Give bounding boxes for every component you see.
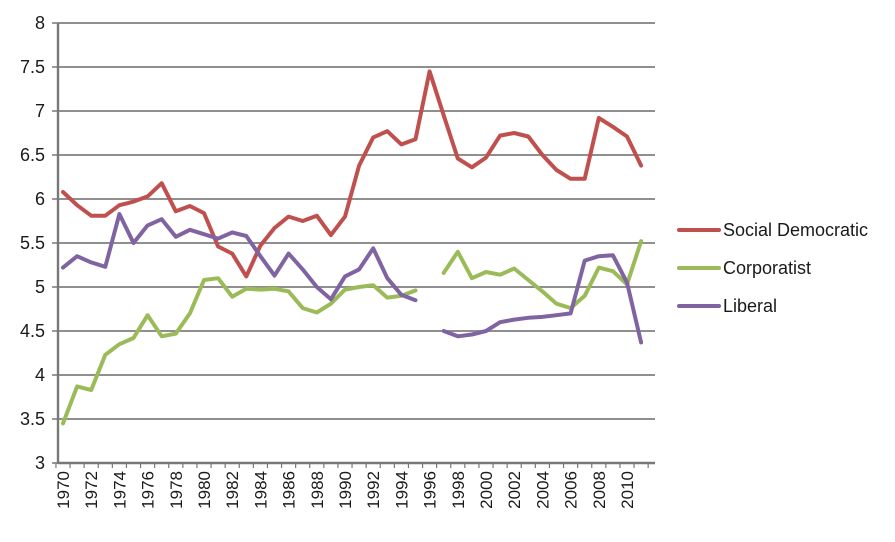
- x-axis-label-2008: 2008: [590, 471, 609, 509]
- x-axis-label-2010: 2010: [618, 471, 637, 509]
- x-axis-label-1996: 1996: [421, 471, 440, 509]
- series-line-liberal: [441, 253, 644, 345]
- y-axis-label-6: 6: [35, 189, 45, 209]
- x-axis-label-1978: 1978: [167, 471, 186, 509]
- x-axis-label-1982: 1982: [223, 471, 242, 509]
- series-line-liberal: [61, 212, 418, 303]
- x-axis-label-1988: 1988: [308, 471, 327, 509]
- x-axis-label-1990: 1990: [336, 471, 355, 509]
- series-line-social-democratic: [61, 69, 644, 279]
- y-axis-label-7: 7: [35, 101, 45, 121]
- y-axis-label-4.5: 4.5: [20, 321, 45, 341]
- series-line-corporatist: [61, 276, 418, 426]
- x-axis-label-1984: 1984: [251, 471, 270, 509]
- y-axis-label-8: 8: [35, 13, 45, 33]
- x-axis-label-1992: 1992: [364, 471, 383, 509]
- x-axis-label-2004: 2004: [533, 471, 552, 509]
- legend-label-corporatist: Corporatist: [723, 257, 812, 278]
- x-axis-label-1994: 1994: [392, 471, 411, 509]
- x-axis-label-2006: 2006: [562, 471, 581, 509]
- x-axis-label-1974: 1974: [110, 471, 129, 509]
- y-axis-label-5: 5: [35, 277, 45, 297]
- x-axis-label-1970: 1970: [54, 471, 73, 509]
- legend-item-corporatist: Corporatist: [677, 257, 811, 279]
- legend-swatch-corporatist: [677, 266, 721, 270]
- legend-label-liberal: Liberal: [723, 295, 778, 316]
- y-axis-label-4: 4: [35, 365, 45, 385]
- legend-label-social-democratic: Social Democratic: [723, 219, 869, 240]
- y-axis-label-3: 3: [35, 453, 45, 473]
- x-axis-label-2002: 2002: [505, 471, 524, 509]
- legend-swatch-liberal: [677, 304, 721, 308]
- x-axis-label-1980: 1980: [195, 471, 214, 509]
- x-axis-label-2000: 2000: [477, 471, 496, 509]
- y-axis-label-6.5: 6.5: [20, 145, 45, 165]
- y-axis-label-3.5: 3.5: [20, 409, 45, 429]
- y-axis-label-7.5: 7.5: [20, 57, 45, 77]
- y-axis-label-5.5: 5.5: [20, 233, 45, 253]
- x-axis-label-1972: 1972: [82, 471, 101, 509]
- legend-item-liberal: Liberal: [677, 295, 777, 317]
- x-axis-label-1976: 1976: [139, 471, 158, 509]
- series-line-corporatist: [441, 239, 644, 311]
- x-axis-label-1986: 1986: [280, 471, 299, 509]
- legend-item-social-democratic: Social Democratic: [677, 219, 868, 241]
- x-axis-label-1998: 1998: [449, 471, 468, 509]
- legend-swatch-social-democratic: [677, 228, 721, 232]
